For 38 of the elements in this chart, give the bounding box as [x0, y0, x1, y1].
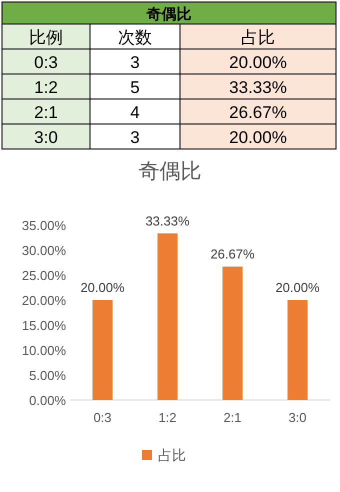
text: 3:0: [34, 128, 58, 147]
text: 33.33%: [145, 213, 190, 228]
text: 26.67%: [210, 246, 255, 262]
y-tick-label: 20.00%: [22, 293, 66, 308]
text: 33.33%: [229, 78, 287, 97]
legend-label: 占比: [158, 447, 186, 463]
x-tick-label: 1:2: [158, 410, 177, 425]
text: 20.00%: [275, 280, 320, 295]
text: 2:1: [34, 103, 58, 122]
y-tick-label: 35.00%: [22, 218, 66, 233]
text: 5: [130, 78, 140, 97]
x-tick-label: 2:1: [223, 410, 242, 425]
text: 比例: [29, 28, 63, 47]
y-tick-label: 30.00%: [22, 243, 66, 258]
text: 20.00%: [80, 280, 125, 295]
text: 1:2: [34, 78, 58, 97]
bar: [92, 300, 112, 400]
text: 4: [130, 103, 140, 122]
x-tick-label: 0:3: [93, 410, 112, 425]
text: 20.00%: [229, 53, 287, 72]
text: 3: [130, 128, 140, 147]
y-tick-label: 25.00%: [22, 268, 66, 283]
text: 次数: [118, 28, 152, 47]
bar: [288, 300, 308, 400]
x-tick-label: 3:0: [288, 410, 307, 425]
text: 26.67%: [229, 103, 287, 122]
bar: [222, 266, 242, 400]
text: 0:3: [34, 53, 58, 72]
text: 3: [130, 53, 140, 72]
chart-title: 奇偶比: [138, 160, 202, 183]
text: 20.00%: [229, 128, 287, 147]
y-tick-label: 0.00%: [29, 393, 66, 408]
text: 占比: [241, 28, 275, 47]
text: 奇偶比: [146, 6, 192, 23]
bar: [158, 233, 178, 400]
y-tick-label: 5.00%: [29, 368, 66, 383]
y-tick-label: 10.00%: [22, 343, 66, 358]
y-tick-label: 15.00%: [22, 318, 66, 333]
